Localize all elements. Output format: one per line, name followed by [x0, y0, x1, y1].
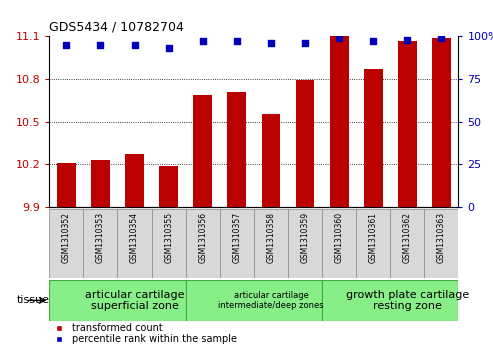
- Bar: [288, 209, 322, 278]
- Text: GSM1310353: GSM1310353: [96, 212, 105, 263]
- Point: [97, 42, 105, 48]
- Bar: [227, 92, 246, 207]
- Bar: [83, 209, 117, 278]
- Bar: [49, 280, 186, 321]
- Text: GSM1310361: GSM1310361: [369, 212, 378, 263]
- Text: GSM1310360: GSM1310360: [335, 212, 344, 263]
- Bar: [186, 209, 220, 278]
- Bar: [356, 209, 390, 278]
- Bar: [322, 280, 458, 321]
- Text: GSM1310359: GSM1310359: [301, 212, 310, 263]
- Point: [335, 35, 343, 41]
- Bar: [364, 69, 383, 207]
- Bar: [57, 163, 76, 207]
- Bar: [424, 209, 458, 278]
- Point: [301, 40, 309, 46]
- Point: [233, 38, 241, 44]
- Bar: [254, 209, 288, 278]
- Text: GSM1310362: GSM1310362: [403, 212, 412, 263]
- Text: tissue: tissue: [16, 295, 49, 305]
- Text: GSM1310355: GSM1310355: [164, 212, 173, 263]
- Bar: [151, 209, 186, 278]
- Bar: [117, 209, 151, 278]
- Text: GDS5434 / 10782704: GDS5434 / 10782704: [49, 21, 184, 34]
- Bar: [49, 209, 83, 278]
- Point: [403, 37, 411, 42]
- Point: [267, 40, 275, 46]
- Bar: [193, 95, 212, 207]
- Point: [437, 35, 445, 41]
- Point: [199, 38, 207, 44]
- Bar: [262, 114, 281, 207]
- Bar: [125, 154, 144, 207]
- Text: GSM1310352: GSM1310352: [62, 212, 71, 263]
- Legend: transformed count, percentile rank within the sample: transformed count, percentile rank withi…: [49, 323, 237, 344]
- Bar: [220, 209, 254, 278]
- Text: GSM1310357: GSM1310357: [232, 212, 242, 263]
- Bar: [330, 36, 349, 207]
- Bar: [390, 209, 424, 278]
- Point: [131, 42, 139, 48]
- Text: articular cartilage
superficial zone: articular cartilage superficial zone: [85, 290, 184, 311]
- Bar: [91, 160, 110, 207]
- Point: [63, 42, 70, 48]
- Bar: [398, 41, 417, 207]
- Text: GSM1310356: GSM1310356: [198, 212, 207, 263]
- Bar: [296, 80, 315, 207]
- Text: GSM1310358: GSM1310358: [266, 212, 276, 263]
- Bar: [186, 280, 322, 321]
- Point: [165, 45, 173, 51]
- Bar: [322, 209, 356, 278]
- Text: GSM1310354: GSM1310354: [130, 212, 139, 263]
- Bar: [432, 38, 451, 207]
- Text: growth plate cartilage
resting zone: growth plate cartilage resting zone: [346, 290, 469, 311]
- Text: GSM1310363: GSM1310363: [437, 212, 446, 263]
- Bar: [159, 166, 178, 207]
- Text: articular cartilage
intermediate/deep zones: articular cartilage intermediate/deep zo…: [218, 291, 324, 310]
- Point: [369, 38, 377, 44]
